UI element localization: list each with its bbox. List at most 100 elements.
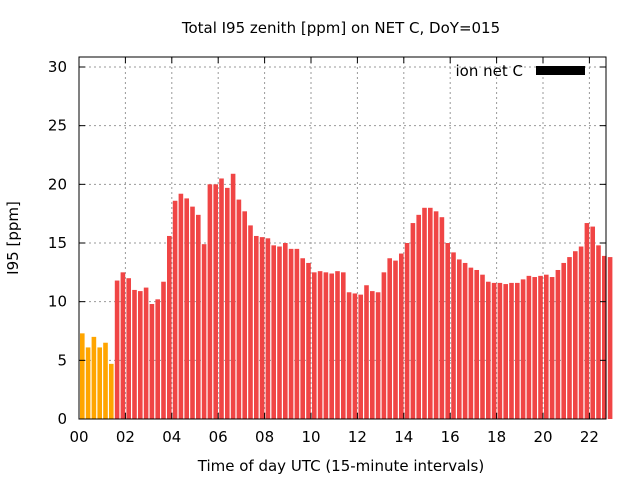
- bar: [161, 281, 166, 419]
- bar: [468, 267, 474, 419]
- bar: [474, 269, 479, 419]
- bar: [567, 257, 572, 419]
- x-tick-label: 10: [301, 428, 320, 446]
- bar: [532, 277, 537, 419]
- x-tick-label: 16: [441, 428, 460, 446]
- legend: ion net C: [456, 62, 585, 80]
- bar: [549, 277, 555, 419]
- bar: [207, 184, 213, 419]
- bar: [288, 248, 294, 419]
- bar: [497, 282, 503, 419]
- bar: [573, 251, 578, 419]
- bar: [561, 262, 566, 419]
- bar: [462, 262, 468, 419]
- bar: [219, 178, 224, 419]
- bar: [486, 281, 491, 419]
- bar: [300, 258, 305, 419]
- bar: [196, 214, 201, 419]
- bar: [352, 293, 358, 419]
- bar: [544, 274, 549, 419]
- legend-label: ion net C: [456, 62, 523, 80]
- bar: [596, 245, 601, 419]
- bar: [416, 214, 421, 419]
- bar: [85, 347, 91, 419]
- x-tick-label: 06: [209, 428, 228, 446]
- bar: [283, 243, 288, 419]
- bar: [399, 253, 404, 419]
- bar: [503, 284, 508, 419]
- bar: [294, 248, 300, 419]
- bar: [167, 235, 172, 419]
- y-tick-label: 10: [48, 293, 67, 311]
- x-tick-label: 04: [162, 428, 181, 446]
- x-tick-label: 08: [255, 428, 274, 446]
- y-tick-label: 25: [48, 117, 67, 135]
- bar: [364, 285, 369, 419]
- y-tick-label: 30: [48, 58, 67, 76]
- bar: [555, 269, 561, 419]
- bar: [190, 206, 195, 419]
- bar: [236, 199, 242, 419]
- bar: [132, 289, 137, 419]
- bar: [329, 273, 334, 419]
- bar: [201, 244, 207, 419]
- x-tick-label: 14: [394, 428, 413, 446]
- x-axis-label: Time of day UTC (15-minute intervals): [197, 457, 484, 475]
- bar: [184, 198, 189, 419]
- bar: [509, 282, 514, 419]
- x-tick-label: 02: [116, 428, 135, 446]
- bar: [381, 272, 387, 419]
- bar: [445, 243, 450, 419]
- bar: [242, 211, 247, 419]
- bar: [271, 245, 276, 419]
- y-axis-label: I95 [ppm]: [4, 201, 22, 275]
- bar: [410, 223, 416, 419]
- bar: [277, 246, 282, 419]
- bar: [457, 259, 462, 419]
- bar: [480, 274, 485, 419]
- bar: [312, 272, 317, 419]
- bar: [393, 260, 398, 419]
- bar: [323, 272, 329, 419]
- bar: [143, 287, 149, 419]
- bar: [515, 282, 520, 419]
- bar: [248, 225, 253, 419]
- y-tick-label: 0: [57, 410, 67, 428]
- bar: [370, 291, 375, 419]
- bar: [520, 279, 526, 419]
- bar: [178, 193, 184, 419]
- bar: [114, 280, 120, 419]
- bar: [602, 255, 607, 419]
- bar: [375, 292, 381, 419]
- bar: [126, 278, 131, 419]
- bar: [120, 272, 126, 419]
- bar: [346, 292, 352, 419]
- bar: [306, 262, 311, 419]
- bar: [335, 271, 340, 419]
- bar: [103, 342, 108, 419]
- y-tick-label: 20: [48, 175, 67, 193]
- x-tick-label: 22: [580, 428, 599, 446]
- bar: [404, 243, 410, 419]
- bar: [578, 246, 584, 419]
- bar: [254, 235, 259, 419]
- bar: [526, 275, 532, 419]
- bar: [259, 237, 265, 419]
- x-tick-label: 12: [348, 428, 367, 446]
- plot-frame: [78, 56, 607, 420]
- bar: [230, 173, 236, 419]
- bar: [97, 347, 102, 419]
- bar: [109, 363, 114, 419]
- bar: [149, 304, 155, 419]
- y-tick-label: 15: [48, 234, 67, 252]
- bar: [428, 207, 433, 419]
- bar: [451, 252, 456, 419]
- bar: [422, 207, 427, 419]
- x-tick-label: 18: [487, 428, 506, 446]
- bar: [491, 282, 497, 419]
- bar: [538, 275, 543, 419]
- bar: [80, 333, 85, 419]
- bar: [265, 238, 271, 419]
- bar: [341, 272, 346, 419]
